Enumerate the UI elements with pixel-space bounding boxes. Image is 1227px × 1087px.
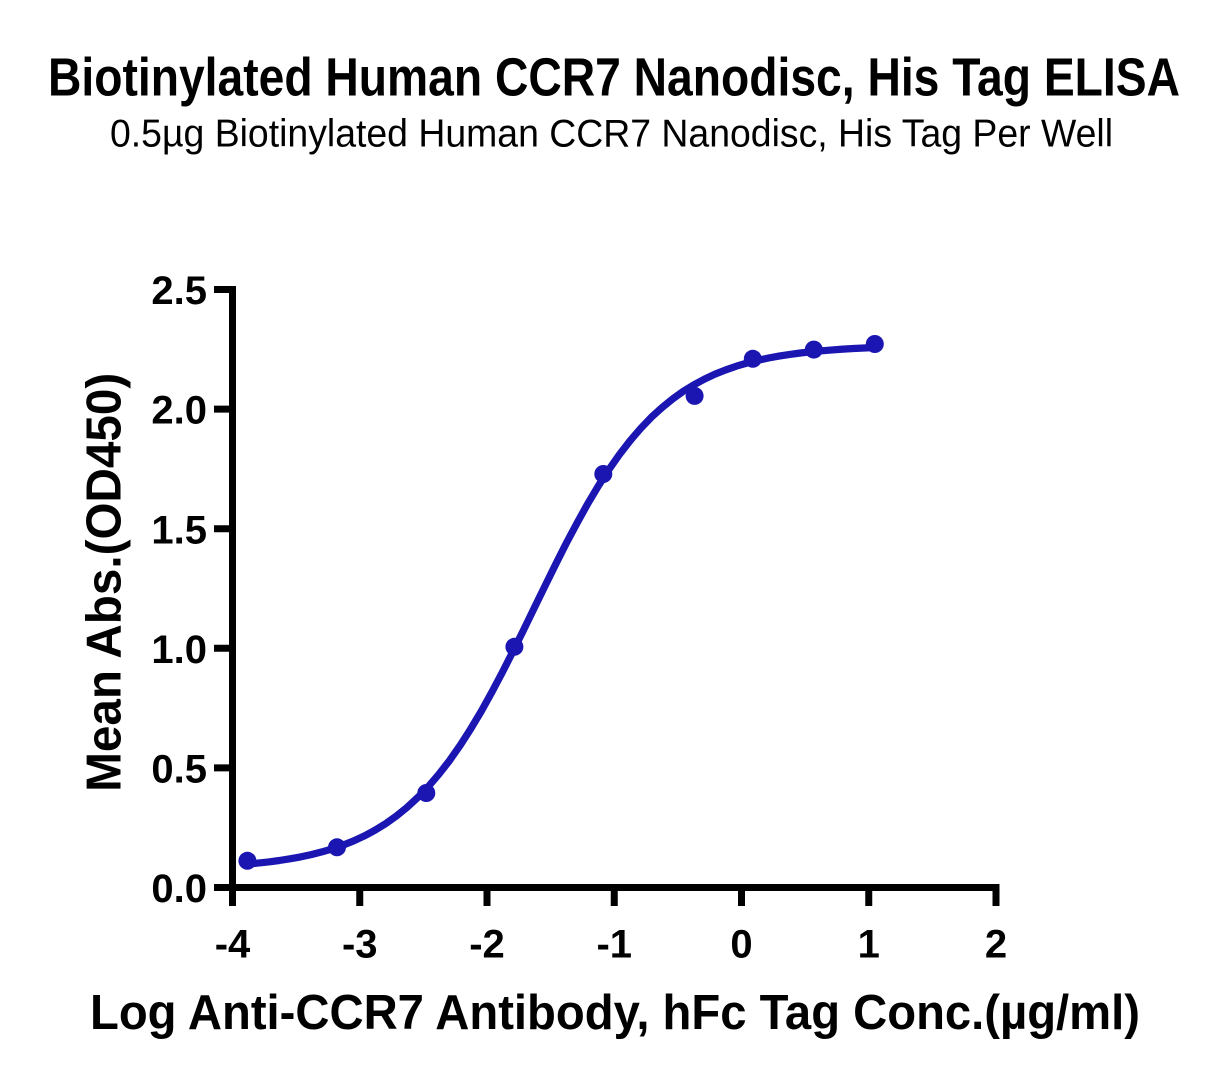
svg-text:-1: -1 [596,923,632,967]
svg-text:1: 1 [858,923,880,967]
svg-text:1.5: 1.5 [151,508,207,552]
svg-text:1.0: 1.0 [151,628,207,672]
svg-text:2: 2 [985,923,1007,967]
svg-text:2.5: 2.5 [151,269,207,313]
svg-text:0: 0 [730,923,752,967]
svg-text:Log Anti-CCR7 Antibody, hFc Ta: Log Anti-CCR7 Antibody, hFc Tag Conc.(µg… [90,985,1140,1040]
svg-text:0.5µg Biotinylated Human CCR7: 0.5µg Biotinylated Human CCR7 Nanodisc, … [110,113,1113,156]
svg-text:Biotinylated Human CCR7 Nanodi: Biotinylated Human CCR7 Nanodisc, His Ta… [48,48,1180,107]
svg-text:Mean Abs.(OD450): Mean Abs.(OD450) [77,373,132,792]
svg-text:2.0: 2.0 [151,389,207,433]
svg-text:-4: -4 [215,923,251,967]
svg-text:0.0: 0.0 [151,867,207,911]
svg-text:-2: -2 [469,923,505,967]
svg-text:0.5: 0.5 [151,748,207,792]
svg-text:-3: -3 [342,923,378,967]
